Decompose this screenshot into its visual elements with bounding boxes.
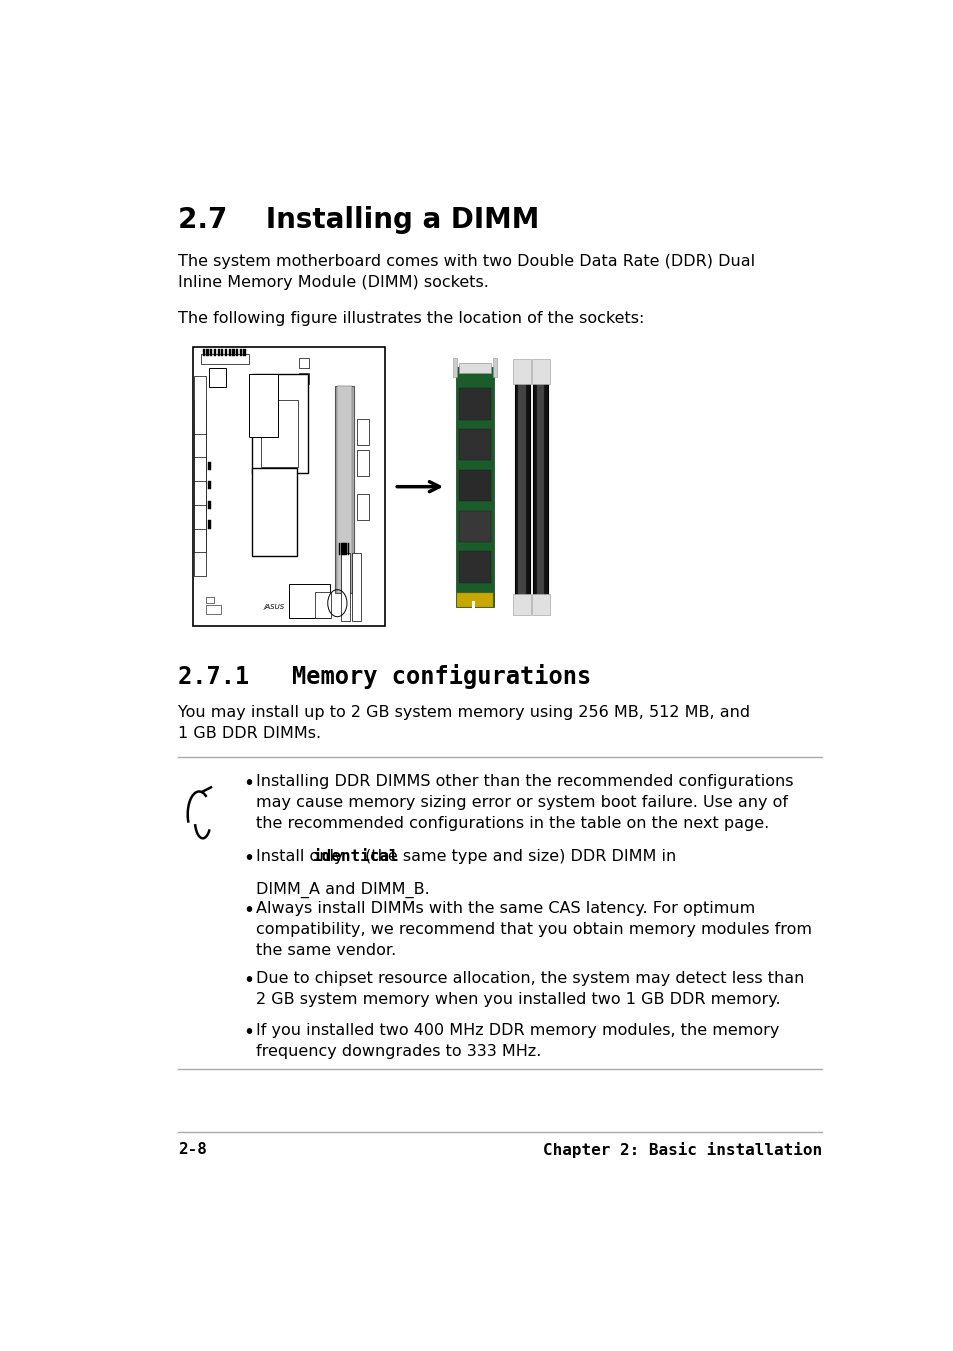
Bar — [221, 350, 223, 355]
Text: Install only: Install only — [255, 848, 348, 863]
Bar — [347, 543, 349, 555]
Bar — [233, 350, 234, 355]
Bar — [531, 359, 549, 384]
Bar — [208, 462, 211, 470]
Bar — [518, 384, 525, 600]
Bar — [213, 350, 216, 355]
Bar — [341, 554, 350, 621]
Bar — [206, 350, 209, 355]
Bar — [206, 597, 213, 603]
Text: /ASUS: /ASUS — [263, 604, 284, 611]
Bar — [458, 430, 491, 461]
Bar — [206, 605, 221, 613]
Bar — [456, 593, 492, 607]
Text: 2.7    Installing a DIMM: 2.7 Installing a DIMM — [178, 205, 539, 234]
Bar — [515, 361, 529, 612]
Bar — [252, 374, 308, 473]
Bar — [357, 419, 369, 444]
Bar — [193, 471, 206, 528]
Text: identical: identical — [313, 848, 399, 863]
Bar — [261, 400, 298, 467]
Bar — [203, 350, 205, 355]
Bar — [513, 359, 531, 384]
Bar — [193, 400, 206, 458]
Bar — [472, 601, 475, 608]
Bar — [243, 350, 246, 355]
Bar — [210, 350, 213, 355]
Bar — [335, 386, 354, 593]
Bar — [208, 520, 211, 528]
Text: Installing DDR DIMMS other than the recommended configurations
may cause memory : Installing DDR DIMMS other than the reco… — [255, 774, 793, 831]
Bar — [289, 585, 330, 617]
Bar — [208, 481, 211, 489]
Bar — [217, 350, 219, 355]
Text: •: • — [243, 901, 253, 920]
Bar — [225, 350, 227, 355]
Bar — [458, 470, 491, 501]
Text: •: • — [243, 774, 253, 793]
Text: The following figure illustrates the location of the sockets:: The following figure illustrates the loc… — [178, 311, 644, 326]
Text: DIMM_A and DIMM_B.: DIMM_A and DIMM_B. — [255, 882, 430, 898]
Bar — [338, 543, 340, 555]
Bar — [200, 354, 249, 363]
Text: •: • — [243, 848, 253, 867]
Bar — [345, 543, 347, 555]
Text: •: • — [243, 971, 253, 990]
Bar — [314, 592, 331, 617]
Bar — [456, 367, 494, 607]
Text: Due to chipset resource allocation, the system may detect less than
2 GB system : Due to chipset resource allocation, the … — [255, 971, 803, 1008]
Bar — [492, 358, 497, 377]
Bar — [357, 450, 369, 476]
Bar — [458, 551, 491, 582]
Text: If you installed two 400 MHz DDR memory modules, the memory
frequency downgrades: If you installed two 400 MHz DDR memory … — [255, 1024, 779, 1059]
Bar — [239, 350, 242, 355]
Bar — [229, 350, 231, 355]
Bar — [210, 367, 226, 386]
Bar — [336, 386, 352, 593]
Bar — [298, 358, 308, 367]
Bar — [193, 519, 206, 576]
Bar — [343, 543, 344, 555]
Bar — [252, 467, 296, 557]
Bar — [249, 382, 278, 415]
Bar — [352, 554, 360, 621]
Bar — [531, 594, 549, 615]
Bar — [458, 388, 491, 420]
Text: 2.7.1   Memory configurations: 2.7.1 Memory configurations — [178, 663, 591, 689]
Text: (the same type and size) DDR DIMM in: (the same type and size) DDR DIMM in — [360, 848, 676, 863]
Bar — [249, 374, 278, 436]
Text: You may install up to 2 GB system memory using 256 MB, 512 MB, and
1 GB DDR DIMM: You may install up to 2 GB system memory… — [178, 705, 750, 742]
Bar — [453, 358, 456, 377]
Bar — [513, 594, 531, 615]
Bar — [235, 350, 238, 355]
Bar — [298, 373, 308, 384]
Bar — [193, 447, 206, 505]
Bar — [533, 361, 547, 612]
Text: The system motherboard comes with two Double Data Rate (DDR) Dual
Inline Memory : The system motherboard comes with two Do… — [178, 254, 755, 289]
Bar — [193, 424, 206, 481]
Bar — [193, 494, 206, 553]
Bar — [193, 377, 206, 434]
Bar — [341, 543, 342, 555]
Bar — [193, 347, 385, 626]
Bar — [537, 384, 544, 600]
Text: Chapter 2: Basic installation: Chapter 2: Basic installation — [542, 1142, 821, 1158]
Bar — [357, 494, 369, 520]
Text: Always install DIMMs with the same CAS latency. For optimum
compatibility, we re: Always install DIMMs with the same CAS l… — [255, 901, 811, 958]
Text: 2-8: 2-8 — [178, 1142, 207, 1156]
Bar — [458, 511, 491, 542]
Bar — [458, 362, 491, 373]
Text: •: • — [243, 1024, 253, 1043]
Bar — [208, 501, 211, 509]
